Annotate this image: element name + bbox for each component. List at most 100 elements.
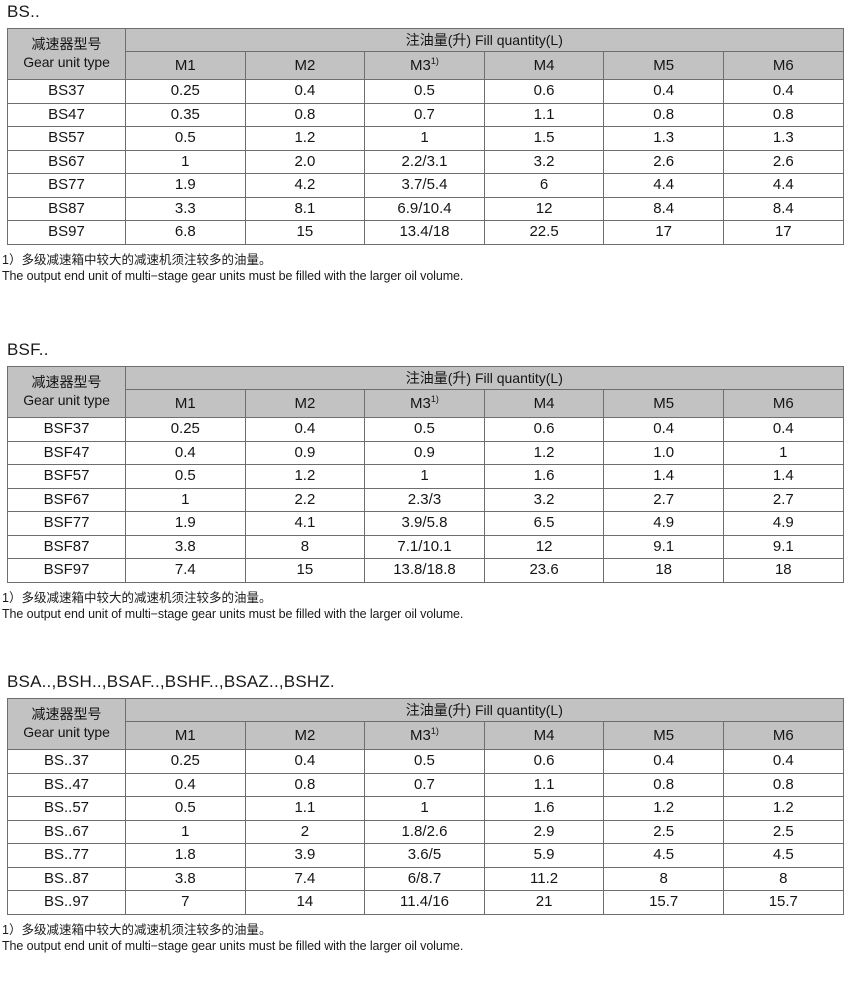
cell-m4: 21 <box>483 890 605 915</box>
cell-m5: 0.4 <box>603 79 724 104</box>
cell-m2: 0.4 <box>244 79 366 104</box>
cell-m3: 1 <box>364 126 485 151</box>
cell-m3: 0.5 <box>364 749 485 774</box>
cell-gear-unit-type: BSF47 <box>7 440 126 465</box>
cell-m3: 1.8/2.6 <box>364 819 485 844</box>
cell-m6: 8 <box>722 866 844 891</box>
cell-m2: 0.4 <box>244 417 366 442</box>
cell-m5: 4.5 <box>603 843 724 868</box>
header-row-columns: M1 M2 M31) M4 M5 M6 <box>8 721 844 750</box>
cell-m6: 0.4 <box>722 749 844 774</box>
cell-m5: 0.4 <box>603 417 724 442</box>
footnote-en: The output end unit of multi−stage gear … <box>2 268 464 283</box>
table-body: BS37 0.25 0.4 0.5 0.6 0.4 0.4 BS47 0.35 … <box>7 79 844 245</box>
table-footnote: 1）多级减速箱中较大的减速机须注较多的油量。 The output end un… <box>0 252 851 284</box>
table-head: 减速器型号 Gear unit type 注油量(升) Fill quantit… <box>7 28 844 80</box>
cell-m4: 1.1 <box>483 772 605 797</box>
cell-m6: 0.4 <box>722 79 844 104</box>
cell-m4: 6 <box>483 173 605 198</box>
cell-m1: 1 <box>125 149 246 174</box>
cell-m6: 9.1 <box>722 534 844 559</box>
cell-m5: 4.4 <box>603 173 724 198</box>
cell-m5: 2.6 <box>603 149 724 174</box>
gear-unit-type-header-cn: 减速器型号 <box>31 706 102 723</box>
table-row: BS..77 1.8 3.9 3.6/5 5.9 4.5 4.5 <box>7 843 844 868</box>
cell-m4: 22.5 <box>483 220 605 245</box>
cell-m5: 15.7 <box>603 890 724 915</box>
cell-gear-unit-type: BSF77 <box>7 511 126 536</box>
cell-m6: 15.7 <box>722 890 844 915</box>
cell-m4: 6.5 <box>483 511 605 536</box>
header-row-group: 减速器型号 Gear unit type 注油量(升) Fill quantit… <box>7 366 844 418</box>
cell-m1: 0.25 <box>125 749 246 774</box>
cell-m3: 2.2/3.1 <box>364 149 485 174</box>
fill-quantity-table: 减速器型号 Gear unit type 注油量(升) Fill quantit… <box>7 28 844 245</box>
table-row: BS..67 1 2 1.8/2.6 2.9 2.5 2.5 <box>7 819 844 844</box>
cell-m6: 2.7 <box>722 487 844 512</box>
cell-m6: 0.4 <box>722 417 844 442</box>
cell-m2: 1.1 <box>244 796 366 821</box>
fill-quantity-group-header: 注油量(升) Fill quantity(L) <box>125 698 844 722</box>
cell-m3: 13.4/18 <box>364 220 485 245</box>
cell-m3: 1 <box>364 464 485 489</box>
column-header-m3-label: M3 <box>410 727 431 744</box>
column-header-m1: M1 <box>125 51 246 80</box>
cell-m5: 1.4 <box>603 464 724 489</box>
cell-m2: 0.8 <box>244 772 366 797</box>
cell-m4: 1.6 <box>483 464 605 489</box>
cell-m5: 1.3 <box>603 126 724 151</box>
table-row: BS..87 3.8 7.4 6/8.7 11.2 8 8 <box>7 866 844 891</box>
gear-unit-type-header: 减速器型号 Gear unit type <box>7 698 126 750</box>
cell-m5: 2.5 <box>603 819 724 844</box>
cell-m5: 2.7 <box>603 487 724 512</box>
column-header-m4: M4 <box>483 389 605 418</box>
cell-m1: 1.9 <box>125 173 246 198</box>
cell-m4: 2.9 <box>483 819 605 844</box>
cell-m5: 0.4 <box>603 749 724 774</box>
cell-m1: 3.8 <box>125 534 246 559</box>
gear-unit-type-header-en: Gear unit type <box>23 54 110 70</box>
cell-m6: 8.4 <box>722 196 844 221</box>
cell-m1: 1 <box>125 487 246 512</box>
footnote-marker: 1) <box>430 56 439 66</box>
gear-unit-type-header-cn: 减速器型号 <box>31 36 102 53</box>
cell-m2: 2 <box>244 819 366 844</box>
cell-m3: 0.5 <box>364 79 485 104</box>
column-header-m4: M4 <box>483 721 605 750</box>
table-footnote: 1）多级减速箱中较大的减速机须注较多的油量。 The output end un… <box>0 922 851 954</box>
table-row: BS57 0.5 1.2 1 1.5 1.3 1.3 <box>7 126 844 151</box>
footnote-cn: 1）多级减速箱中较大的减速机须注较多的油量。 <box>2 922 272 937</box>
cell-m1: 0.4 <box>125 440 246 465</box>
column-header-m3: M31) <box>364 51 485 80</box>
cell-m3: 7.1/10.1 <box>364 534 485 559</box>
cell-m1: 0.25 <box>125 417 246 442</box>
cell-m3: 3.9/5.8 <box>364 511 485 536</box>
cell-m6: 4.9 <box>722 511 844 536</box>
cell-gear-unit-type: BS97 <box>7 220 126 245</box>
cell-m1: 7 <box>125 890 246 915</box>
cell-m1: 1.9 <box>125 511 246 536</box>
cell-gear-unit-type: BS..67 <box>7 819 126 844</box>
cell-m4: 3.2 <box>483 487 605 512</box>
cell-m1: 0.35 <box>125 102 246 127</box>
cell-m1: 6.8 <box>125 220 246 245</box>
cell-m1: 0.5 <box>125 796 246 821</box>
cell-m6: 17 <box>722 220 844 245</box>
cell-gear-unit-type: BSF67 <box>7 487 126 512</box>
column-header-m1: M1 <box>125 721 246 750</box>
header-row-columns: M1 M2 M31) M4 M5 M6 <box>8 51 844 80</box>
column-header-m2: M2 <box>244 389 366 418</box>
table-row: BS87 3.3 8.1 6.9/10.4 12 8.4 8.4 <box>7 196 844 221</box>
cell-gear-unit-type: BS67 <box>7 149 126 174</box>
cell-m4: 3.2 <box>483 149 605 174</box>
table-row: BS97 6.8 15 13.4/18 22.5 17 17 <box>7 220 844 245</box>
cell-m4: 12 <box>483 534 605 559</box>
cell-m5: 1.2 <box>603 796 724 821</box>
footnote-en: The output end unit of multi−stage gear … <box>2 606 464 621</box>
cell-m4: 12 <box>483 196 605 221</box>
cell-m5: 4.9 <box>603 511 724 536</box>
footnote-cn: 1）多级减速箱中较大的减速机须注较多的油量。 <box>2 252 272 267</box>
cell-gear-unit-type: BS37 <box>7 79 126 104</box>
table-head: 减速器型号 Gear unit type 注油量(升) Fill quantit… <box>7 366 844 418</box>
gear-unit-type-header: 减速器型号 Gear unit type <box>7 28 126 80</box>
